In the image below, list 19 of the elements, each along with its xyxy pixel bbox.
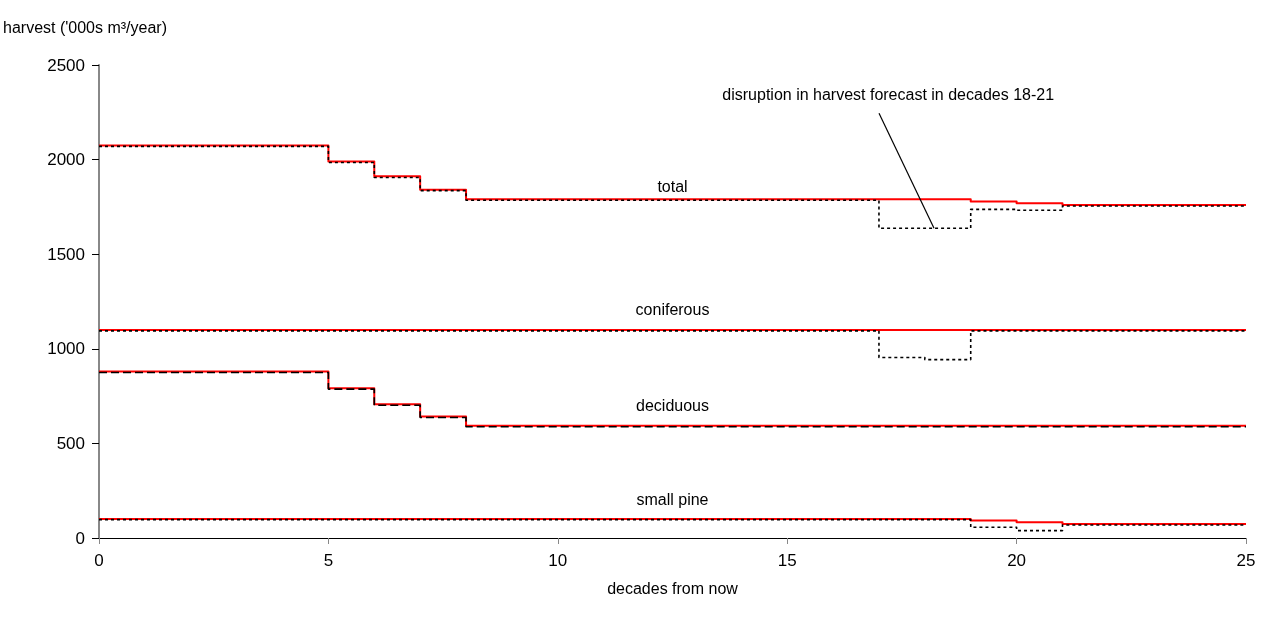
series-label: small pine xyxy=(636,490,709,508)
series-label: total xyxy=(657,177,688,195)
x-tick-label: 10 xyxy=(548,551,568,570)
y-tick-label: 500 xyxy=(56,433,85,453)
x-tick-label: 25 xyxy=(1236,551,1256,570)
x-tick-label: 0 xyxy=(94,551,104,570)
y-tick-label: 0 xyxy=(75,528,85,548)
y-tick-label: 1500 xyxy=(47,244,85,264)
x-axis-title: decades from now xyxy=(607,579,739,597)
y-tick-label: 2500 xyxy=(47,55,85,75)
x-tick-label: 20 xyxy=(1007,551,1027,570)
series-label: deciduous xyxy=(636,397,709,415)
x-tick-label: 15 xyxy=(777,551,797,570)
annotation: disruption in harvest forecast in decades 18-21 xyxy=(722,85,1055,103)
series-label: coniferous xyxy=(635,301,710,319)
y-axis-title: harvest ('000s m³/year) xyxy=(3,18,167,36)
y-tick-label: 1000 xyxy=(47,339,85,359)
x-tick-label: 5 xyxy=(323,551,334,570)
y-tick-label: 2000 xyxy=(47,150,85,170)
